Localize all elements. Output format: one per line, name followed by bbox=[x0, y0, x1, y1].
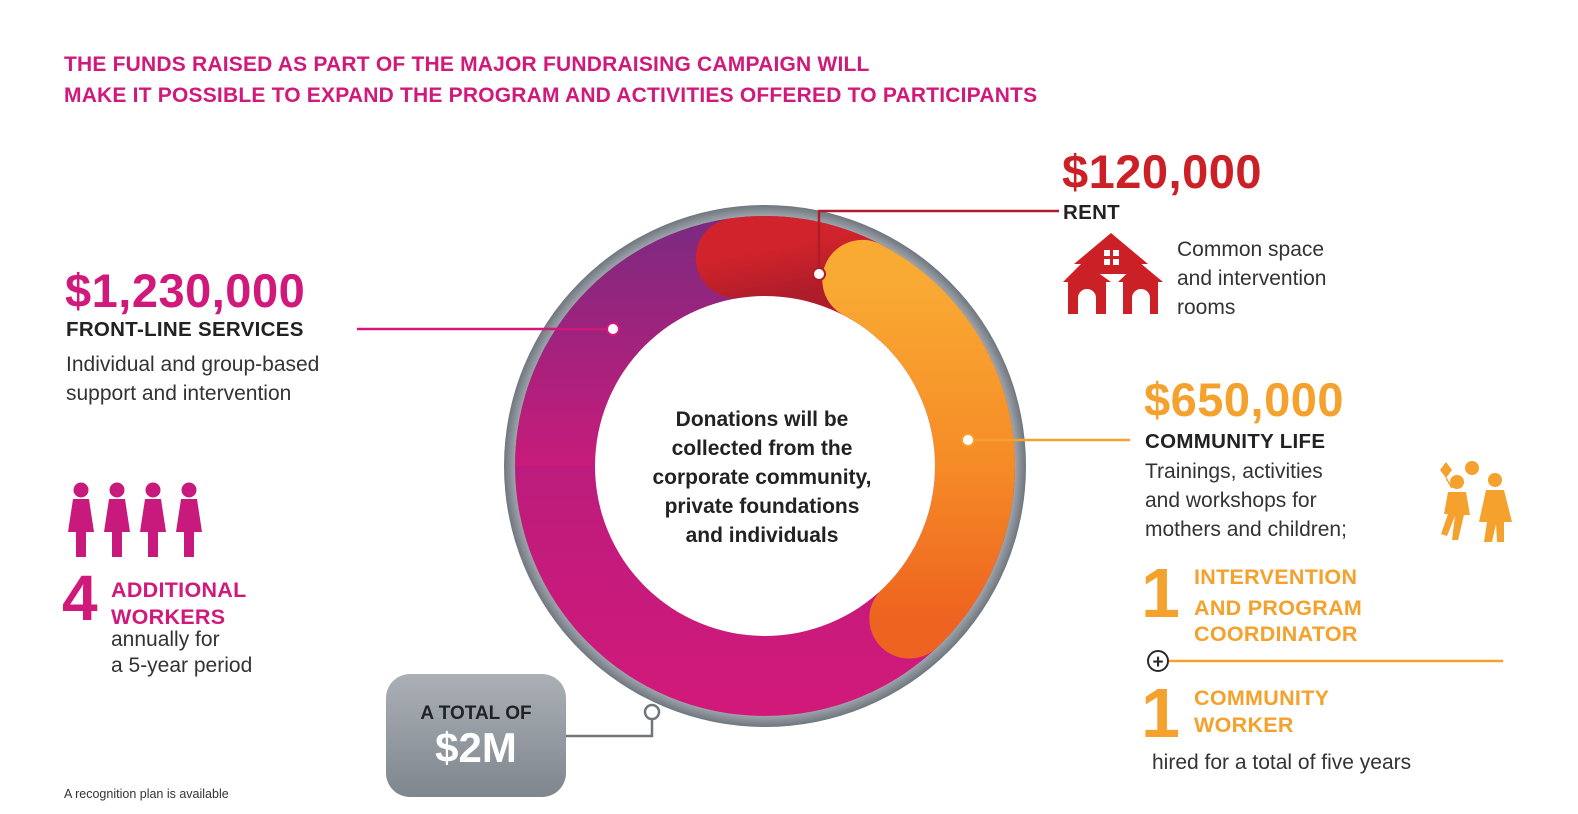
hire1-number: 1 bbox=[1141, 554, 1180, 632]
rent-category: RENT bbox=[1063, 201, 1121, 224]
children-playing-icon bbox=[1440, 461, 1512, 542]
center-text-line-1: Donations will be bbox=[676, 408, 849, 431]
center-text: Donations will be collected from the cor… bbox=[653, 408, 872, 547]
rent-description: Common space and intervention rooms bbox=[1177, 235, 1326, 322]
four-women-icon bbox=[68, 482, 202, 557]
rent-desc-line-2: and intervention bbox=[1177, 267, 1327, 290]
frontline-marker-dot bbox=[606, 322, 620, 336]
workers-label: ADDITIONAL WORKERS bbox=[111, 577, 247, 631]
page-headline: THE FUNDS RAISED AS PART OF THE MAJOR FU… bbox=[64, 49, 1037, 111]
workers-number: 4 bbox=[62, 562, 98, 634]
total-connector bbox=[566, 712, 654, 738]
headline-line-1: THE FUNDS RAISED AS PART OF THE MAJOR FU… bbox=[64, 53, 870, 76]
rent-desc-line-1: Common space bbox=[1177, 238, 1325, 261]
plus-sign: + bbox=[1152, 652, 1163, 673]
frontline-amount: $1,230,000 bbox=[65, 264, 306, 317]
rent-amount: $120,000 bbox=[1062, 145, 1263, 198]
hire2-number: 1 bbox=[1141, 674, 1180, 752]
donut-hole bbox=[595, 296, 935, 636]
community-description: Trainings, activities and workshops for … bbox=[1145, 457, 1347, 544]
total-label: A TOTAL OF bbox=[420, 703, 531, 724]
community-marker-dot bbox=[961, 433, 975, 447]
houses-icon bbox=[1063, 233, 1163, 314]
workers-label-line-2: WORKERS bbox=[111, 605, 226, 629]
community-category: COMMUNITY LIFE bbox=[1145, 430, 1326, 453]
community-amount: $650,000 bbox=[1144, 373, 1345, 426]
hire1-line-2: AND PROGRAM bbox=[1194, 596, 1363, 620]
hire2-line-2: WORKER bbox=[1194, 713, 1294, 737]
frontline-category: FRONT-LINE SERVICES bbox=[66, 318, 304, 341]
hire2-label: COMMUNITY WORKER bbox=[1194, 685, 1329, 739]
total-badge: A TOTAL OF $2M bbox=[386, 674, 566, 797]
total-value: $2M bbox=[435, 724, 517, 771]
footnote: A recognition plan is available bbox=[64, 787, 229, 801]
workers-description: annually for a 5-year period bbox=[111, 627, 252, 679]
center-text-line-5: and individuals bbox=[686, 524, 839, 547]
community-desc-line-2: and workshops for bbox=[1145, 489, 1317, 512]
frontline-desc-line-2: support and intervention bbox=[66, 382, 292, 405]
total-marker-dot bbox=[643, 703, 661, 721]
center-text-line-3: corporate community, bbox=[653, 466, 872, 489]
center-text-line-4: private foundations bbox=[665, 495, 860, 518]
workers-label-line-1: ADDITIONAL bbox=[111, 578, 247, 602]
hire1-label: INTERVENTION AND PROGRAM COORDINATOR bbox=[1194, 562, 1362, 647]
center-text-line-2: collected from the bbox=[672, 437, 853, 460]
rent-desc-line-3: rooms bbox=[1177, 296, 1236, 319]
frontline-desc-line-1: Individual and group-based bbox=[66, 353, 320, 376]
workers-desc-line-2: a 5-year period bbox=[111, 654, 253, 677]
hire2-line-1: COMMUNITY bbox=[1194, 686, 1330, 710]
hire-footer: hired for a total of five years bbox=[1152, 751, 1412, 774]
frontline-description: Individual and group-based support and i… bbox=[66, 350, 319, 408]
community-desc-line-3: mothers and children; bbox=[1145, 518, 1347, 541]
workers-desc-line-1: annually for bbox=[111, 628, 220, 651]
hire1-line-3: COORDINATOR bbox=[1194, 622, 1358, 646]
rent-connector bbox=[817, 209, 1059, 272]
plus-icon: + bbox=[1147, 650, 1169, 673]
headline-line-2: MAKE IT POSSIBLE TO EXPAND THE PROGRAM A… bbox=[64, 84, 1038, 107]
community-desc-line-1: Trainings, activities bbox=[1145, 460, 1323, 483]
rent-marker-dot bbox=[812, 267, 826, 281]
hire1-line-1: INTERVENTION bbox=[1194, 565, 1358, 589]
